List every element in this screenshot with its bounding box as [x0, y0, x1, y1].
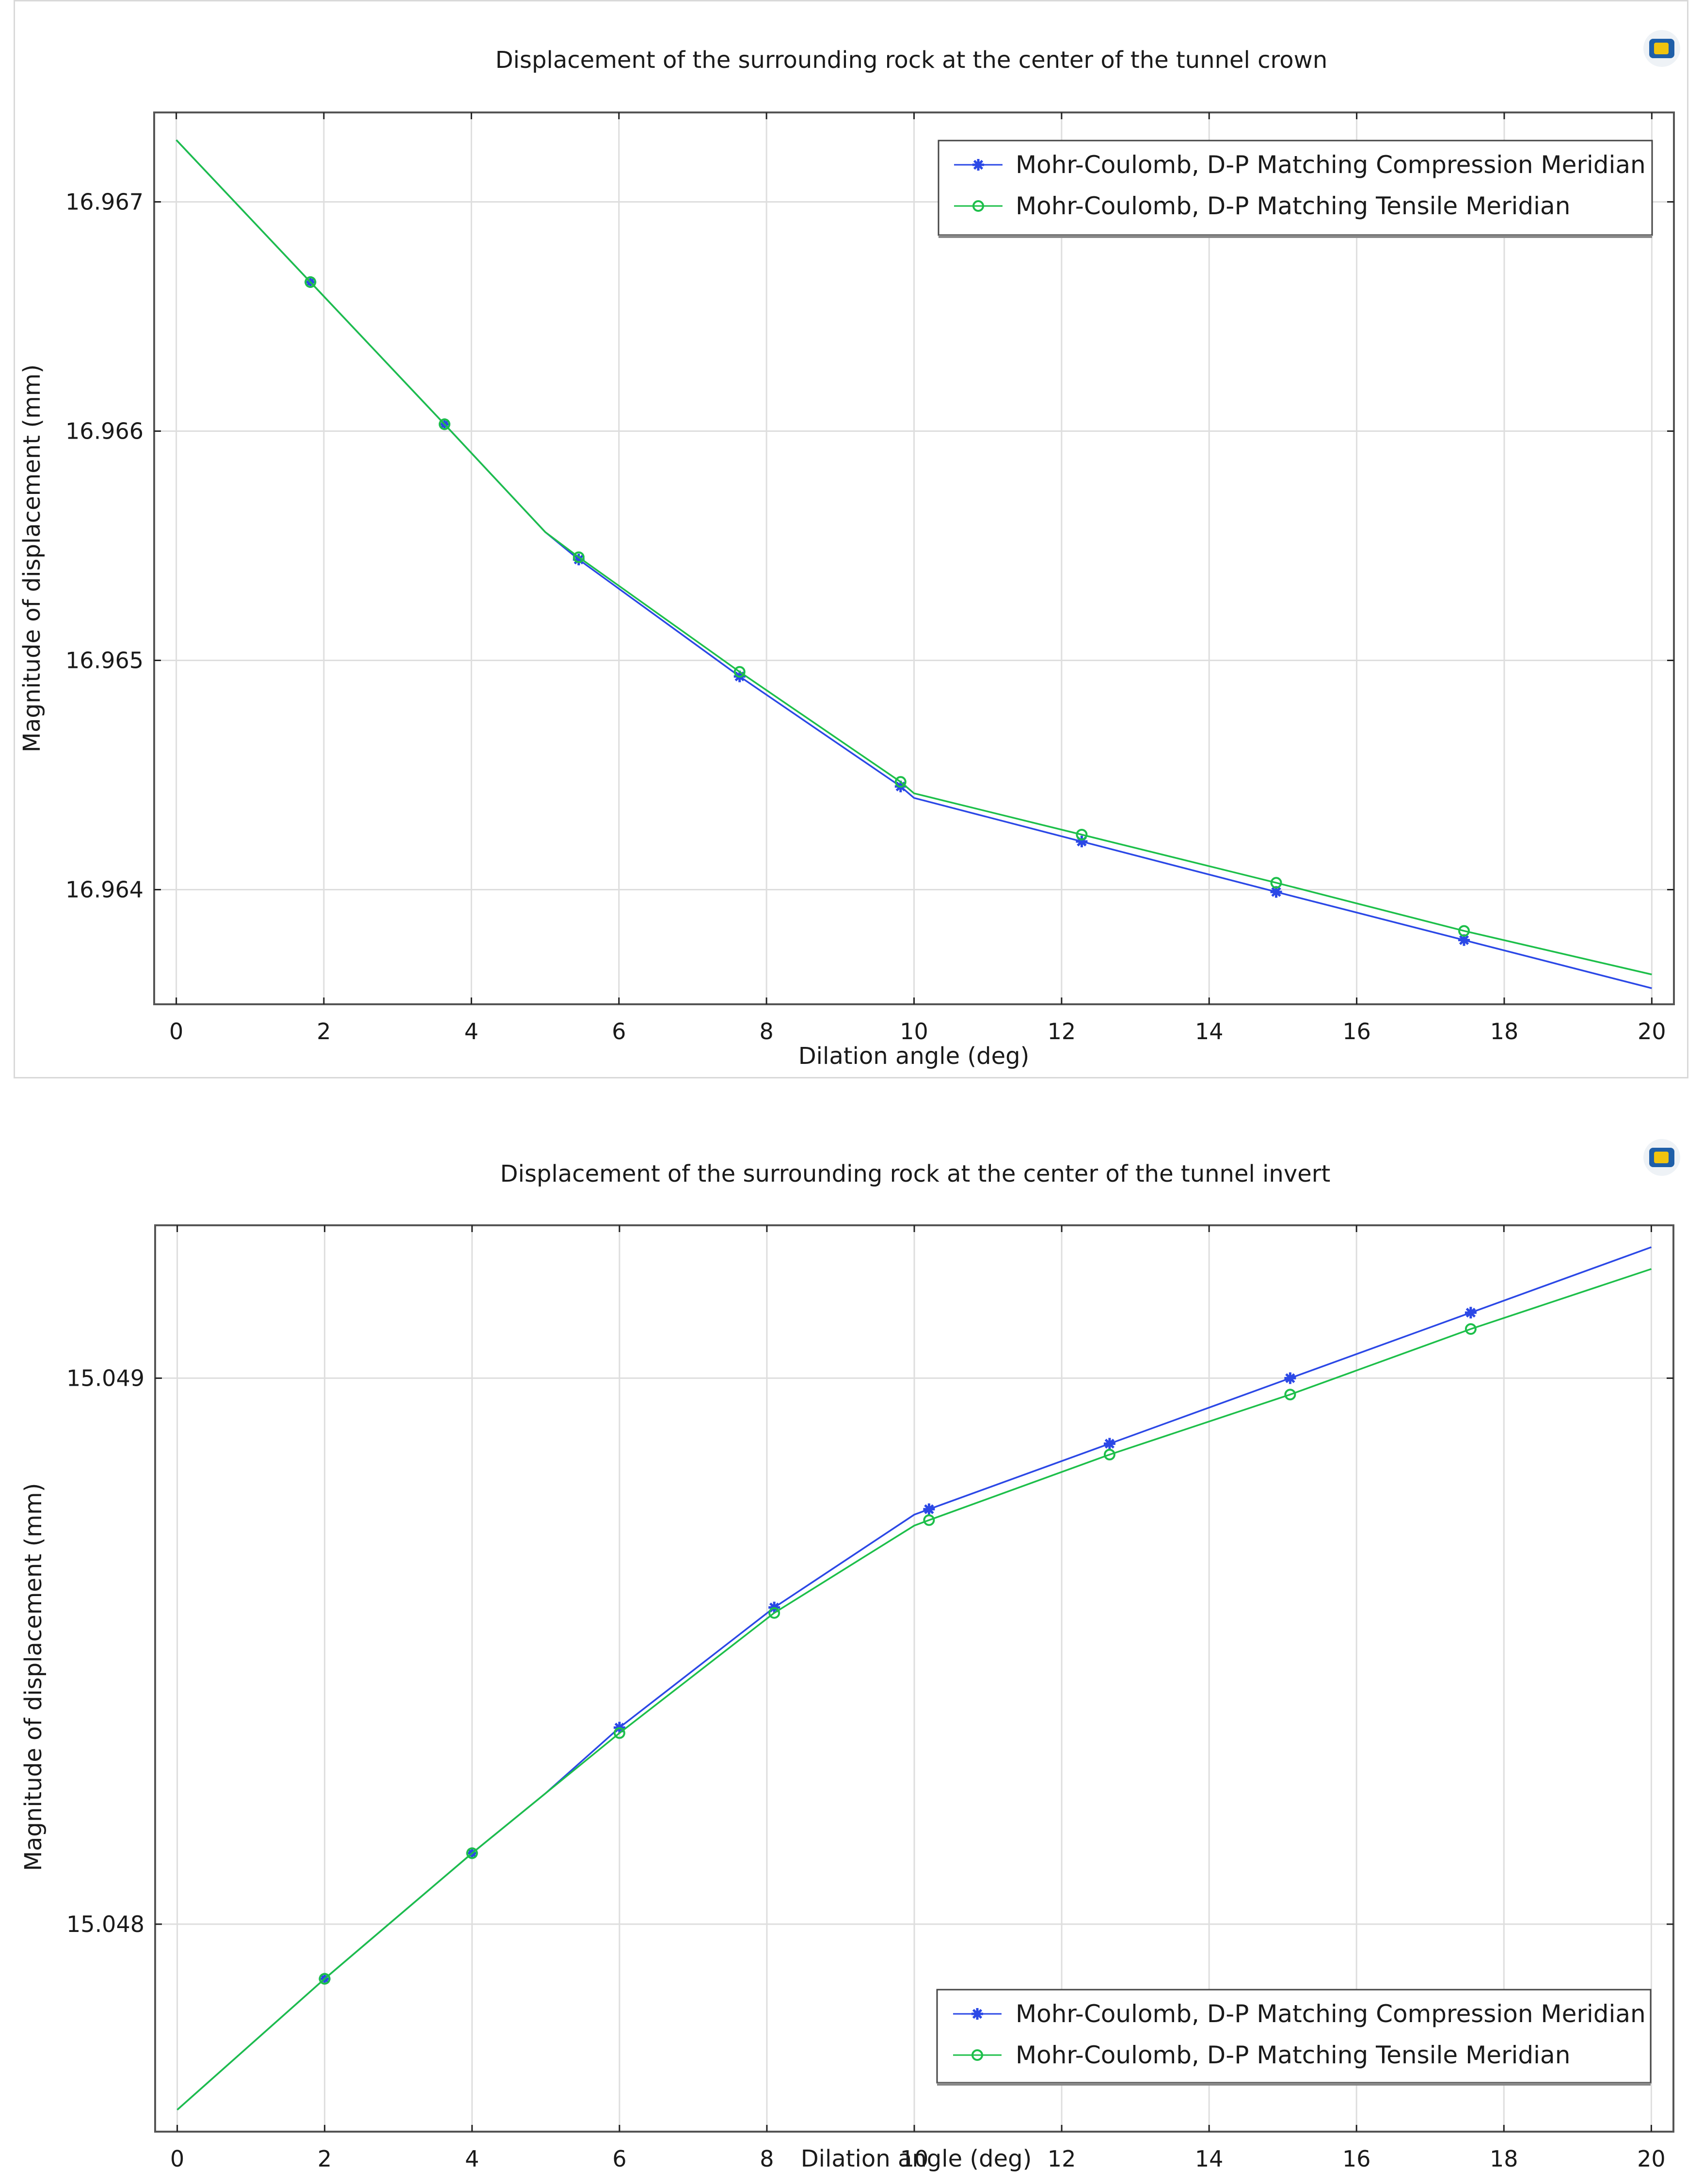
chart-title: Displacement of the surrounding rock at … — [500, 1160, 1331, 1187]
series-line-tensile — [176, 1268, 1652, 2111]
x-tick-label: 20 — [1638, 1018, 1666, 1045]
data-point-compression — [1270, 886, 1282, 898]
panel-frame — [14, 0, 1688, 1078]
data-point-tensile — [768, 1607, 780, 1619]
y-axis-label: Magnitude of displacement (mm) — [18, 364, 46, 753]
chart-panel-invert: Displacement of the surrounding rock at … — [0, 1115, 1703, 2184]
x-tick-label: 18 — [1490, 1018, 1519, 1045]
data-point-tensile — [304, 276, 317, 288]
series-line-tensile — [175, 139, 1652, 976]
data-point-tensile — [1284, 1389, 1296, 1401]
chart-svg-invert: Displacement of the surrounding rock at … — [20, 1139, 1680, 2172]
data-point-tensile — [573, 551, 585, 563]
x-tick-label: 10 — [900, 1018, 928, 1045]
data-point-tensile — [318, 1973, 331, 1985]
legend-label-tensile: Mohr-Coulomb, D-P Matching Tensile Merid… — [1016, 192, 1570, 220]
legend: Mohr-Coulomb, D-P Matching Compression M… — [936, 1989, 1652, 2086]
legend-marker-glyph — [971, 2008, 983, 2020]
comsol-icon[interactable] — [1643, 30, 1680, 67]
x-tick-label: 18 — [1490, 2146, 1518, 2172]
data-point-tensile — [466, 1847, 478, 1859]
grid — [154, 112, 1674, 1004]
x-tick-label: 2 — [318, 2146, 332, 2172]
y-tick-label: 16.966 — [65, 418, 143, 444]
x-tick-label: 12 — [1048, 2146, 1076, 2172]
data-point-tensile — [613, 1727, 625, 1739]
data-point-tensile — [1464, 1323, 1477, 1335]
legend-box — [936, 1989, 1652, 2084]
legend-marker-glyph — [971, 2049, 983, 2061]
x-tick-label: 8 — [759, 1018, 773, 1045]
data-point-tensile — [923, 1514, 935, 1526]
data-point-tensile — [894, 776, 907, 788]
x-tick-label: 4 — [465, 2146, 479, 2172]
y-tick-label: 16.964 — [65, 876, 143, 902]
y-tick-label: 16.965 — [65, 647, 143, 673]
y-axis-label: Magnitude of displacement (mm) — [20, 1483, 47, 1871]
legend-marker-compression — [972, 159, 984, 171]
x-tick-label: 12 — [1048, 1018, 1076, 1045]
y-tick-label: 15.049 — [66, 1365, 144, 1391]
data-point-compression — [1103, 1438, 1115, 1450]
x-tick-label: 20 — [1637, 2146, 1666, 2172]
chart-svg-crown: Displacement of the surrounding rock at … — [18, 30, 1680, 1070]
x-tick-label: 0 — [170, 2146, 184, 2172]
series-layer — [176, 1246, 1652, 2111]
data-point-tensile — [1270, 877, 1282, 889]
chart-title: Displacement of the surrounding rock at … — [495, 47, 1328, 74]
y-tick-label: 15.048 — [66, 1911, 144, 1937]
x-axis-label: Dilation angle (deg) — [798, 1043, 1030, 1070]
ticks: 0 2 4 6 8 10 12 14 16 18 20 16.964 16.965 16.966 16.96… — [65, 112, 1674, 1045]
legend-label-compression: Mohr-Coulomb, D-P Matching Compression M… — [1016, 151, 1646, 179]
series-layer — [175, 139, 1652, 989]
x-tick-label: 8 — [760, 2146, 774, 2172]
data-point-compression — [923, 1503, 935, 1515]
x-tick-label: 4 — [464, 1018, 478, 1045]
legend-marker-glyph — [972, 200, 984, 212]
grid — [155, 1225, 1673, 2132]
legend-label-compression: Mohr-Coulomb, D-P Matching Compression M… — [1016, 2000, 1646, 2028]
data-point-tensile — [1076, 828, 1088, 840]
x-tick-label: 10 — [900, 2146, 929, 2172]
x-tick-label: 14 — [1195, 1018, 1224, 1045]
data-point-tensile — [1458, 925, 1470, 937]
legend-marker-tensile — [972, 200, 984, 212]
legend-marker-compression — [971, 2008, 983, 2020]
chart-panel-crown: Displacement of the surrounding rock at … — [0, 0, 1703, 1091]
legend: Mohr-Coulomb, D-P Matching Compression M… — [938, 140, 1653, 238]
x-axis-label: Dilation angle (deg) — [801, 2145, 1032, 2172]
data-point-tensile — [733, 666, 746, 678]
legend-label-tensile: Mohr-Coulomb, D-P Matching Tensile Merid… — [1016, 2041, 1570, 2069]
comsol-icon[interactable] — [1643, 1139, 1680, 1176]
x-tick-label: 16 — [1342, 2146, 1371, 2172]
x-tick-label: 6 — [612, 2146, 626, 2172]
data-point-compression — [1284, 1372, 1296, 1384]
x-tick-label: 2 — [317, 1018, 331, 1045]
x-tick-label: 16 — [1342, 1018, 1371, 1045]
legend-box — [938, 140, 1653, 236]
data-point-compression — [1464, 1307, 1477, 1319]
y-tick-label: 16.967 — [65, 189, 143, 215]
x-tick-label: 0 — [169, 1018, 183, 1045]
data-point-tensile — [438, 418, 450, 430]
legend-marker-glyph — [972, 159, 984, 171]
legend-marker-tensile — [971, 2049, 983, 2061]
x-tick-label: 6 — [612, 1018, 626, 1045]
x-tick-label: 14 — [1195, 2146, 1224, 2172]
data-point-tensile — [1103, 1449, 1115, 1461]
ticks: 0 2 4 6 8 10 12 14 16 18 20 15.048 15.049 — [66, 1225, 1673, 2172]
